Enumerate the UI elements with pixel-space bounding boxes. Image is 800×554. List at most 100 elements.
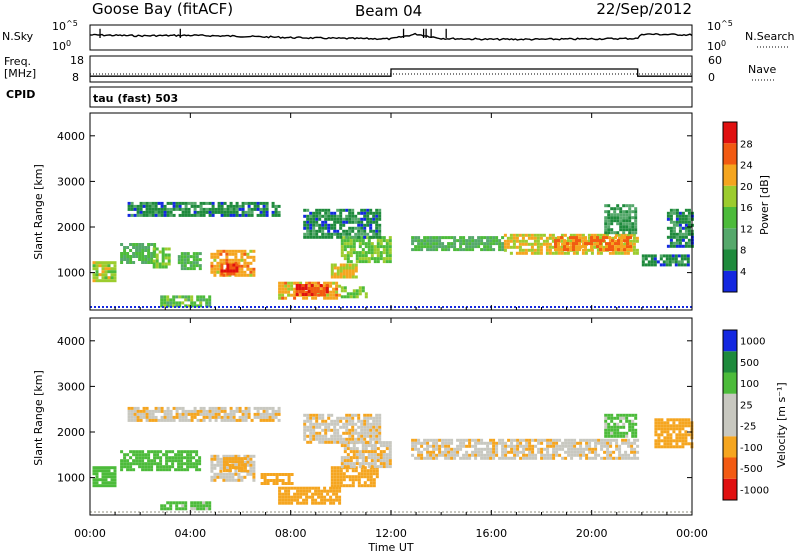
velocity-cell [314,498,318,502]
velocity-cell [142,412,146,416]
power-cell [607,213,611,217]
power-cell [307,293,311,296]
velocity-cell [578,511,580,513]
power-cell [249,270,253,274]
velocity-cell [666,418,670,422]
velocity-cell [379,465,383,469]
velocity-cell [495,444,499,448]
power-cell [587,248,591,252]
velocity-cell [168,468,172,472]
power-cell [668,260,672,264]
power-cell [385,242,389,246]
power-cell [366,214,370,218]
power-cell [187,304,191,308]
velocity-cell [213,457,217,461]
power-cell [229,204,233,208]
power-cell [677,254,681,258]
velocity-cell [483,447,487,451]
velocity-cell [631,425,635,429]
velocity-cell [625,431,629,435]
power-cell [629,248,632,252]
power-cell [530,306,532,308]
power-cell [166,301,170,305]
velocity-cell [160,415,164,419]
power-cell [632,251,636,255]
power-cell [578,236,582,240]
velocity-cell [343,456,347,460]
power-cell [366,217,370,221]
power-cell [225,258,229,262]
velocity-cell [271,415,275,419]
power-cell [608,242,611,246]
power-cell [441,236,445,240]
power-cell [465,242,469,246]
velocity-cell [318,425,322,429]
velocity-cell [609,444,613,448]
velocity-cell [369,434,373,438]
velocity-cell [534,444,538,448]
power-cell [252,267,256,271]
velocity-cell [193,406,197,410]
velocity-cell [519,438,523,442]
velocity-cell [606,444,610,448]
power-cell [235,207,239,211]
ytick-label: 1000 [57,472,85,485]
velocity-cell [309,425,313,429]
power-cell [314,296,318,300]
power-cell [604,216,608,220]
velocity-cell [450,441,454,445]
power-cell [351,266,355,270]
velocity-cell [570,438,574,442]
power-cell [141,249,145,252]
power-cell [318,223,322,227]
power-cell [104,270,108,274]
power-cell [572,245,575,249]
power-cell [414,236,418,240]
velocity-cell [626,511,628,513]
velocity-cell [148,415,152,419]
power-cell [628,222,632,226]
velocity-cell [528,453,532,457]
velocity-cell [243,457,247,461]
power-cell [608,236,611,240]
velocity-cell [333,422,337,426]
power-cell [151,201,155,205]
power-cell [252,255,256,259]
velocity-cell [160,504,164,508]
velocity-cell [540,438,544,442]
power-cell [578,306,580,308]
power-cell [388,239,392,243]
velocity-cell [546,438,550,442]
power-cell [307,290,311,293]
velocity-cell [534,511,536,513]
velocity-cell [210,460,214,464]
power-cell [213,258,217,262]
power-cell [613,219,617,223]
velocity-cell [294,511,296,513]
velocity-cell [361,447,365,451]
power-cell [367,251,371,255]
velocity-cell [432,453,436,457]
power-cell [358,306,360,308]
velocity-cell [228,463,232,467]
velocity-cell [241,415,245,419]
power-cell [319,284,323,287]
power-cell [533,233,537,237]
velocity-cell [127,418,131,422]
velocity-cell [382,450,386,454]
power-cell [309,214,313,218]
power-cell [155,253,159,257]
power-cell [312,223,316,227]
velocity-cell [633,453,637,457]
power-cell [438,245,442,249]
power-cell [586,306,588,308]
velocity-cell [327,425,331,429]
velocity-cell [90,511,92,513]
velocity-cell [225,472,229,476]
velocity-cell [603,444,607,448]
power-cell [358,292,362,296]
velocity-cell [504,444,508,448]
velocity-cell [351,440,355,444]
velocity-cell [302,492,306,496]
